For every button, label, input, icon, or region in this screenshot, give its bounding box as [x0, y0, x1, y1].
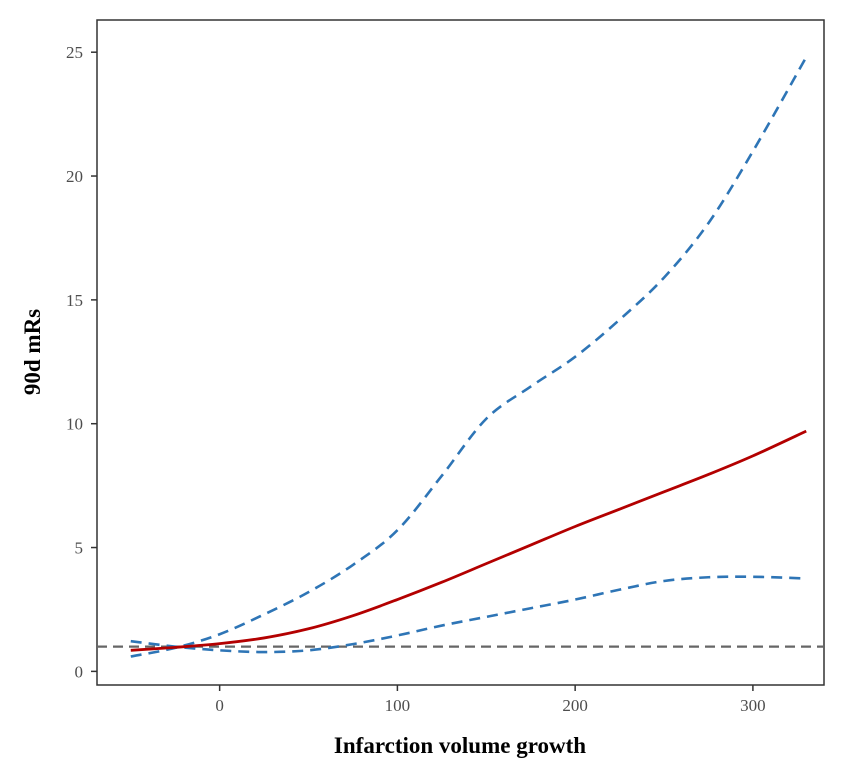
series-line-estimate — [130, 429, 807, 652]
series-line-lower-95-ci — [130, 575, 807, 654]
y-tick-label: 15 — [66, 291, 83, 310]
x-tick-label: 100 — [385, 696, 411, 715]
y-axis-title: 90d mRs — [20, 309, 45, 395]
plot-panel-border — [96, 19, 825, 686]
y-tick-label: 0 — [75, 662, 84, 681]
x-tick-label: 300 — [740, 696, 766, 715]
y-tick-label: 20 — [66, 167, 83, 186]
series-line-upper-95-ci — [130, 56, 808, 658]
y-tick-label: 10 — [66, 415, 83, 434]
y-tick-label: 5 — [75, 539, 84, 558]
x-tick-label: 0 — [215, 696, 224, 715]
x-axis-title: Infarction volume growth — [334, 733, 586, 758]
x-tick-label: 200 — [562, 696, 588, 715]
y-tick-label: 25 — [66, 43, 83, 62]
